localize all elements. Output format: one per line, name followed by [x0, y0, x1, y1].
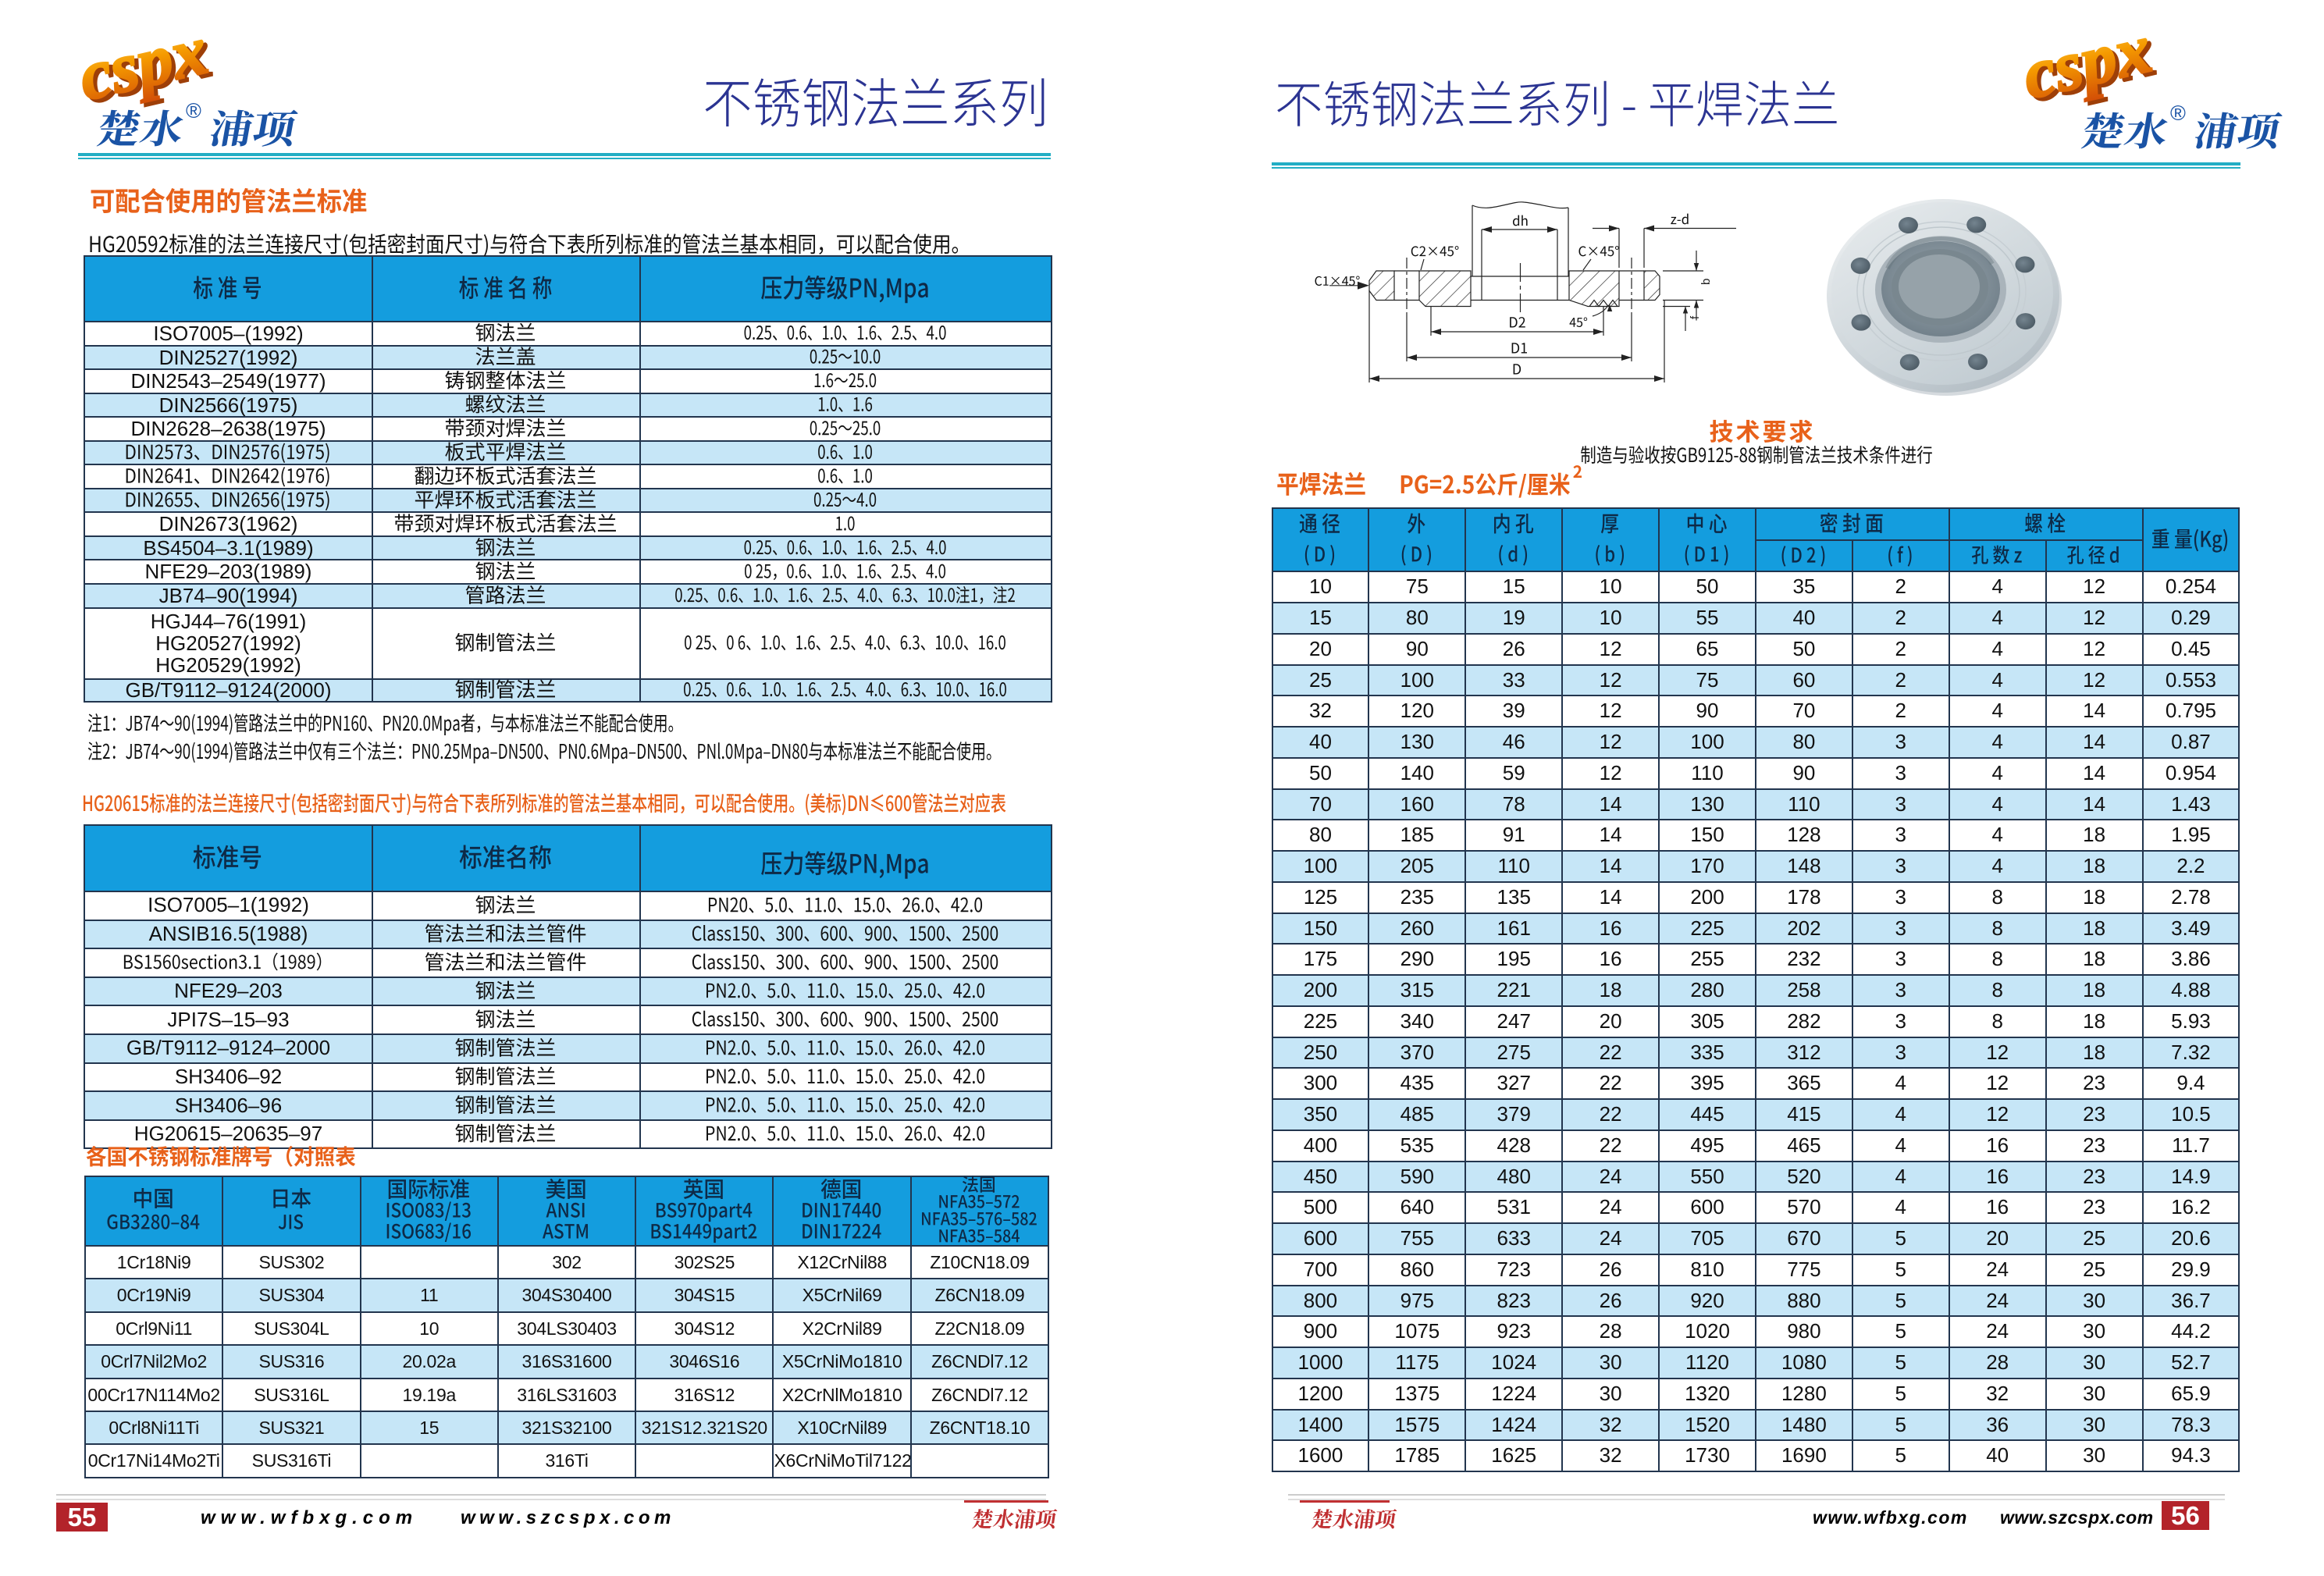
svg-text:f: f — [1689, 315, 1702, 319]
svg-text:®: ® — [186, 99, 201, 123]
svg-text:cspx: cspx — [2016, 9, 2159, 114]
svg-text:b: b — [1699, 279, 1713, 285]
svg-text:®: ® — [2170, 101, 2186, 125]
